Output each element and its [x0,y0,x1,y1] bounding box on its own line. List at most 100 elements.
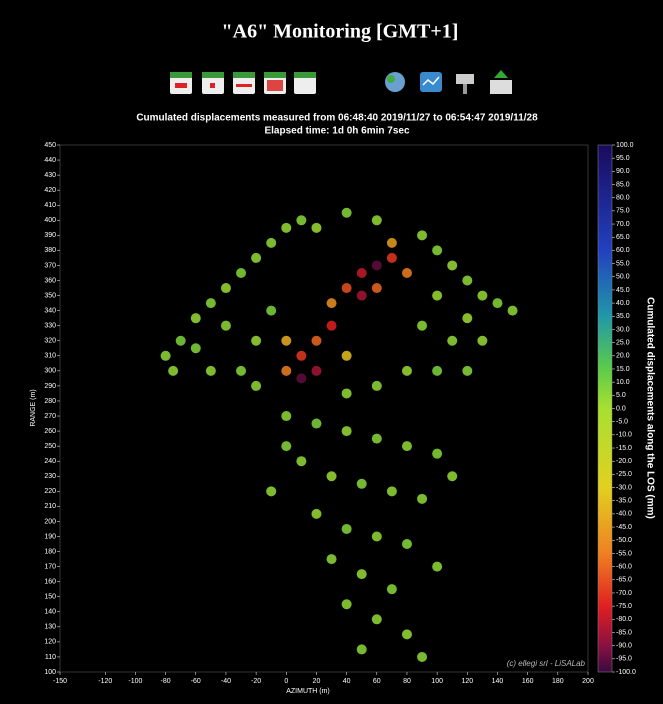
calendar-day-icon[interactable] [170,72,192,94]
displacement-point [357,268,367,278]
displacement-point [477,291,487,301]
displacement-point [281,411,291,421]
y-tick-label: 180 [44,548,56,555]
displacement-point [402,629,412,639]
displacement-point [206,298,216,308]
colorbar-tick-label: -75.0 [616,603,632,610]
displacement-point [311,336,321,346]
colorbar-tick-label: 60.0 [616,247,630,254]
colorbar-tick-label: -15.0 [616,445,632,452]
displacement-point [432,562,442,572]
displacement-point [296,215,306,225]
background [0,0,663,704]
displacement-point [508,306,518,316]
x-tick-label: -150 [53,678,67,685]
x-tick-label: -80 [161,678,171,685]
colorbar-tick-label: 95.0 [616,155,630,162]
y-tick-label: 120 [44,639,56,646]
displacement-point [342,283,352,293]
colorbar-tick-label: 50.0 [616,274,630,281]
x-axis-label: AZIMUTH (m) [286,688,330,695]
displacement-point [191,313,201,323]
colorbar-tick-label: 75.0 [616,208,630,215]
y-tick-label: 310 [44,353,56,360]
displacement-point [311,419,321,429]
displacement-point [432,245,442,255]
colorbar-tick-label: 45.0 [616,287,630,294]
colorbar-tick-label: -45.0 [616,524,632,531]
chart-icon[interactable] [420,72,442,92]
displacement-point [266,306,276,316]
displacement-point [357,569,367,579]
displacement-point [432,366,442,376]
colorbar-tick-label: 55.0 [616,260,630,267]
x-tick-label: -20 [251,678,261,685]
displacement-point [327,321,337,331]
displacement-point [372,434,382,444]
displacement-point [311,223,321,233]
displacement-point [417,321,427,331]
y-tick-label: 200 [44,518,56,525]
colorbar-tick-label: -65.0 [616,577,632,584]
x-tick-label: 0 [284,678,288,685]
displacement-point [372,215,382,225]
displacement-point [447,471,457,481]
y-tick-label: 430 [44,172,56,179]
colorbar-tick-label: 0.0 [616,405,626,412]
colorbar-tick-label: -70.0 [616,590,632,597]
displacement-point [462,276,472,286]
x-tick-label: 140 [492,678,504,685]
displacement-point [342,351,352,361]
colorbar-tick-label: 65.0 [616,234,630,241]
calendar-2-icon[interactable] [202,72,224,94]
subtitle: Elapsed time: 1d 0h 6min 7sec [264,126,409,137]
displacement-point [221,283,231,293]
displacement-point [402,539,412,549]
colorbar-tick-label: 10.0 [616,379,630,386]
colorbar-tick-label: -5.0 [616,419,628,426]
title: "A6" Monitoring [GMT+1] [222,21,459,43]
map-icon[interactable] [385,72,405,92]
colorbar-tick-label: 70.0 [616,221,630,228]
displacement-point [372,260,382,270]
displacement-point [447,260,457,270]
y-tick-label: 100 [44,669,56,676]
displacement-point [221,321,231,331]
y-tick-label: 380 [44,247,56,254]
y-tick-label: 270 [44,413,56,420]
x-tick-label: 20 [313,678,321,685]
y-tick-label: 210 [44,503,56,510]
colorbar-tick-label: -80.0 [616,616,632,623]
displacement-point [191,343,201,353]
calendar-month-icon[interactable] [264,72,286,94]
displacement-point [266,486,276,496]
watermark: (c) ellegi srl - LiSALab [507,659,586,668]
x-tick-label: 120 [461,678,473,685]
calendar-custom-icon[interactable] [294,72,316,94]
displacement-point [387,486,397,496]
colorbar-tick-label: -60.0 [616,563,632,570]
colorbar-tick-label: -90.0 [616,642,632,649]
displacement-point [477,336,487,346]
colorbar-tick-label: 25.0 [616,339,630,346]
displacement-point [342,388,352,398]
displacement-point [447,336,457,346]
colorbar [598,145,612,672]
displacement-point [236,268,246,278]
y-tick-label: 140 [44,609,56,616]
displacement-point [327,471,337,481]
y-tick-label: 390 [44,232,56,239]
y-tick-label: 240 [44,458,56,465]
colorbar-tick-label: 20.0 [616,353,630,360]
x-tick-label: 160 [522,678,534,685]
y-tick-label: 290 [44,383,56,390]
calendar-week-icon[interactable] [233,72,255,94]
colorbar-tick-label: -20.0 [616,458,632,465]
colorbar-tick-label: -10.0 [616,432,632,439]
subtitle: Cumulated displacements measured from 06… [136,113,538,124]
y-tick-label: 320 [44,338,56,345]
displacement-point [387,584,397,594]
displacement-point [432,449,442,459]
displacement-point [462,366,472,376]
displacement-point [342,426,352,436]
